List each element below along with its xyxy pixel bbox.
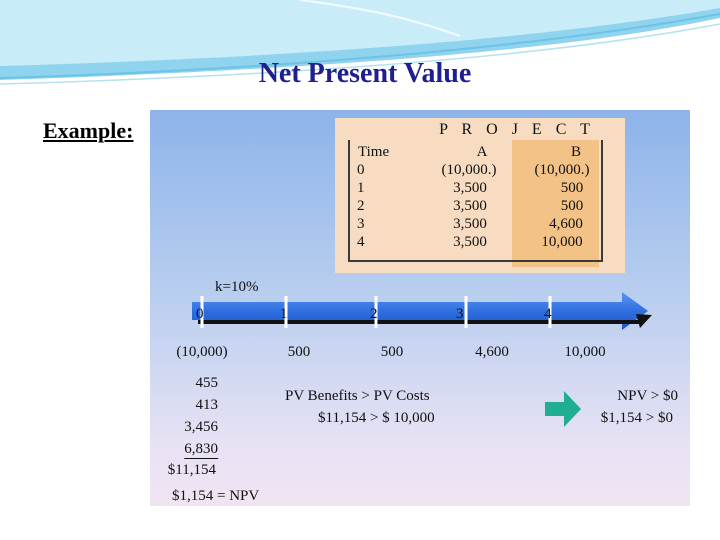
project-table-border — [348, 140, 603, 262]
right-arrow-icon — [545, 391, 581, 427]
project-header: P R O J E C T — [439, 121, 595, 138]
time-cell: 4 — [357, 234, 365, 250]
b-cell: (10,000.) — [534, 162, 590, 178]
a-cell: (10,000.) — [441, 162, 497, 178]
cash-flow: 500 — [287, 344, 311, 360]
cash-flow: 4,600 — [475, 344, 509, 360]
b-cell: 10,000 — [541, 234, 583, 250]
discount-rate-label: k=10% — [215, 279, 259, 295]
b-cell: 500 — [560, 180, 584, 196]
npv-condition: NPV > $0 — [617, 388, 678, 404]
period-label: 1 — [280, 306, 288, 322]
time-cell: 1 — [357, 180, 365, 196]
pv-value: 455 — [195, 375, 219, 391]
period-label: 2 — [370, 306, 378, 322]
b-cell: 4,600 — [549, 216, 583, 232]
project-b-column-highlight — [512, 140, 599, 267]
npv-condition-values: $1,154 > $0 — [600, 410, 673, 426]
time-header: Time — [358, 144, 390, 160]
a-cell: 3,500 — [453, 180, 487, 196]
cash-flow: 500 — [380, 344, 404, 360]
period-label: 3 — [456, 306, 464, 322]
period-label: 0 — [196, 306, 204, 322]
timeline-arrow — [192, 292, 652, 330]
a-cell: 3,500 — [453, 234, 487, 250]
period-label: 4 — [544, 306, 552, 322]
cash-flow: (10,000) — [176, 344, 228, 360]
cash-flow: 10,000 — [564, 344, 606, 360]
pv-value: 3,456 — [184, 419, 218, 435]
pv-comparison-values: $11,154 > $ 10,000 — [318, 410, 435, 426]
col-b-header: B — [570, 144, 582, 160]
time-cell: 2 — [357, 198, 365, 214]
time-cell: 0 — [357, 162, 365, 178]
pv-value: 413 — [195, 397, 219, 413]
pv-comparison-text: PV Benefits > PV Costs — [285, 388, 430, 404]
a-cell: 3,500 — [453, 198, 487, 214]
npv-result: $1,154 = NPV — [172, 488, 260, 504]
time-cell: 3 — [357, 216, 365, 232]
col-a-header: A — [476, 144, 488, 160]
a-cell: 3,500 — [453, 216, 487, 232]
example-label: Example: — [43, 118, 134, 143]
pv-total: $11,154 — [167, 462, 216, 478]
header-swoosh — [0, 0, 720, 85]
pv-value: 6,830 — [184, 441, 218, 459]
slide-title: Net Present Value — [258, 58, 472, 89]
b-cell: 500 — [560, 198, 584, 214]
